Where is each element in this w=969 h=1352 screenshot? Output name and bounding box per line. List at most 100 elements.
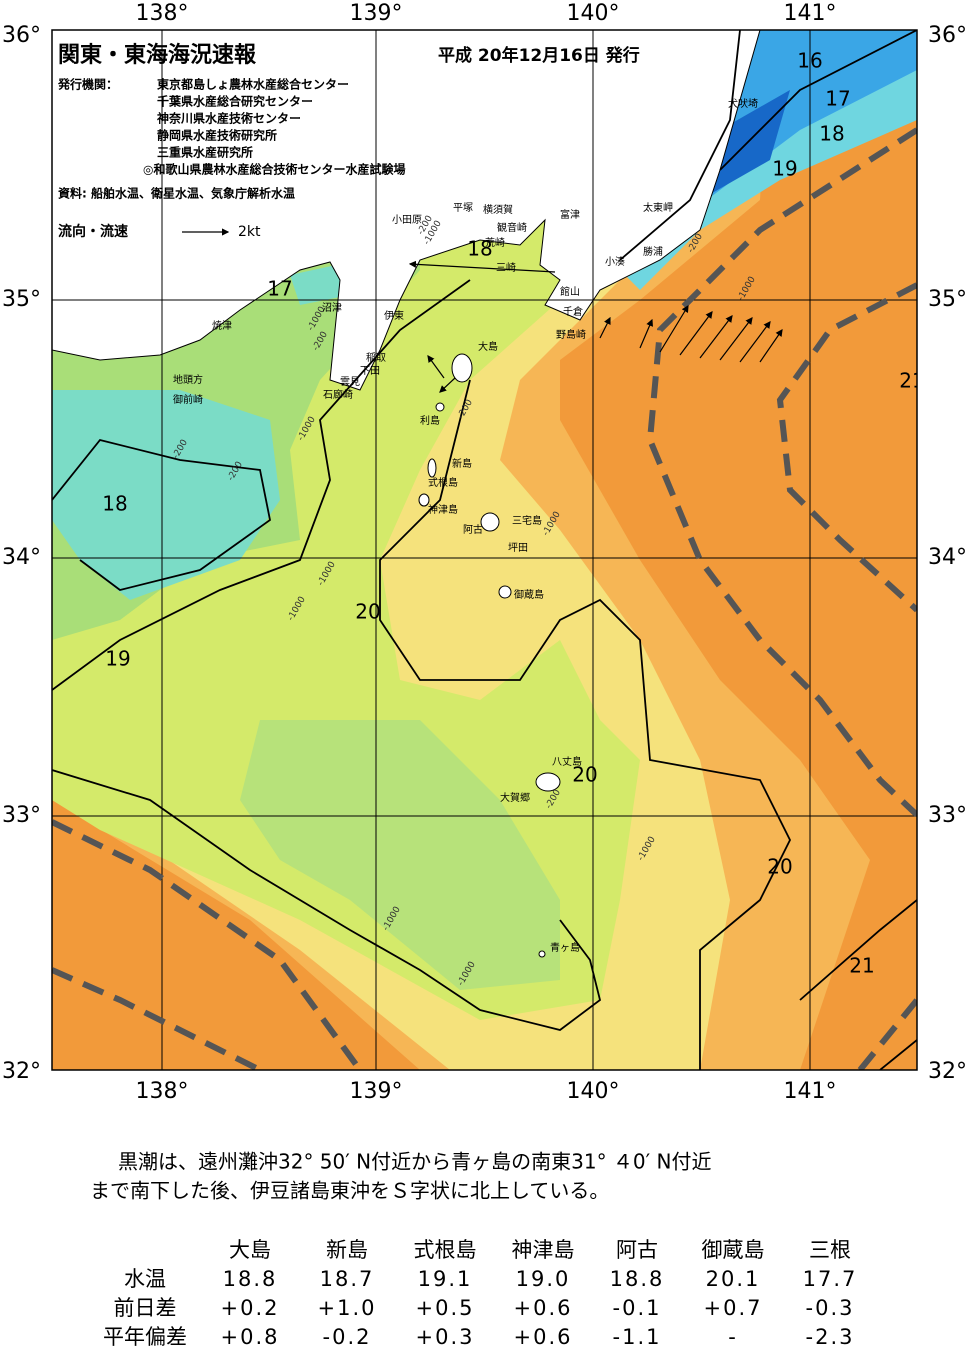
- place-name: 小湊: [605, 255, 625, 268]
- issuer: 神奈川県水産技術センター: [157, 111, 301, 126]
- place-name: 富津: [560, 208, 580, 221]
- lat-label: 34°: [928, 545, 967, 570]
- place-name: 犬吠埼: [728, 97, 758, 110]
- isotherm-label: 20: [355, 600, 380, 624]
- place-name: 大島: [478, 340, 498, 353]
- place-name: 沼津: [322, 301, 342, 314]
- isotherm-label: 20: [572, 763, 597, 787]
- lon-label: 140°: [567, 1, 620, 26]
- row-label: 水温: [124, 1267, 166, 1291]
- table-cell: +0.3: [416, 1325, 475, 1349]
- row-label: 前日差: [114, 1296, 177, 1320]
- summary-line: 黒潮は、遠州灘沖32° 50′ N付近から青ヶ島の南東31° ４0′ N付近: [118, 1150, 712, 1174]
- lon-label: 141°: [784, 1079, 837, 1104]
- sea-band: [290, 262, 350, 305]
- place-name: 石廊崎: [323, 388, 353, 401]
- summary-line: まで南下した後、伊豆諸島東沖をＳ字状に北上している。: [90, 1179, 609, 1203]
- current-arrows: [408, 260, 783, 393]
- place-name: 八丈島: [552, 755, 582, 768]
- sea-band: [240, 720, 560, 990]
- isotherm-label: 21: [849, 954, 874, 978]
- place-name: 利島: [420, 414, 440, 427]
- lat-label: 35°: [928, 287, 967, 312]
- table-cell: +0.6: [514, 1325, 573, 1349]
- isotherm-label: 18: [102, 492, 127, 516]
- isotherm-label: 19: [772, 157, 797, 181]
- table-cell: -0.2: [323, 1325, 372, 1349]
- table-cell: 18.8: [223, 1267, 278, 1291]
- issuer: 静岡県水産技術研究所: [157, 128, 277, 143]
- place-name: 観音崎: [497, 221, 527, 234]
- table-cell: -0.1: [613, 1296, 662, 1320]
- table-cell: 19.0: [516, 1267, 571, 1291]
- lat-label: 34°: [2, 545, 41, 570]
- issuer: 三重県水産研究所: [157, 145, 253, 160]
- table-header: 御蔵島: [702, 1238, 765, 1262]
- issue-date: 平成 20年12月16日 発行: [438, 45, 640, 66]
- table-cell: -1.1: [613, 1325, 662, 1349]
- legend-label: 流向・流速: [58, 223, 128, 240]
- place-name: 雲見: [340, 376, 360, 388]
- place-name: 三宅島: [512, 514, 542, 527]
- lat-label: 32°: [928, 1059, 967, 1084]
- isotherm-label: 20: [767, 855, 792, 879]
- table-cell: -2.3: [806, 1325, 855, 1349]
- place-name: 横須賀: [483, 203, 513, 216]
- place-name: 地頭方: [173, 373, 203, 386]
- table-header: 大島: [229, 1238, 271, 1262]
- lon-label: 138°: [136, 1, 189, 26]
- table-header: 神津島: [512, 1238, 575, 1262]
- isotherm-label: 18: [819, 122, 844, 146]
- table-cell: +0.6: [514, 1296, 573, 1320]
- place-name: 大賀郷: [500, 791, 530, 804]
- table-header: 式根島: [414, 1238, 477, 1262]
- lon-label: 141°: [784, 1, 837, 26]
- lon-label: 139°: [350, 1, 403, 26]
- place-name: 青ヶ島: [550, 941, 580, 954]
- place-name: 下田: [360, 366, 380, 377]
- place-name: 稲取: [366, 352, 386, 364]
- issuer: 千葉県水産総合研究センター: [157, 94, 313, 109]
- lat-label: 35°: [2, 287, 41, 312]
- row-label: 平年偏差: [103, 1325, 187, 1349]
- legend-scale: 2kt: [238, 224, 261, 240]
- table-cell: +1.0: [318, 1296, 377, 1320]
- place-name: 千倉: [563, 305, 583, 318]
- table-header: 三根: [809, 1238, 851, 1262]
- isotherm-label: 21: [899, 369, 924, 393]
- lon-label: 138°: [136, 1079, 189, 1104]
- place-name: 野島崎: [556, 328, 586, 341]
- isotherm-label: 19: [105, 647, 130, 671]
- islands: [418, 353, 561, 958]
- isotherm-label: 17: [267, 277, 292, 301]
- map-frame: [51, 29, 918, 1071]
- place-name: 小田原: [392, 214, 422, 226]
- isotherm-label: 18: [467, 237, 492, 261]
- table-cell: -0.3: [806, 1296, 855, 1320]
- place-name: 式根島: [428, 476, 458, 489]
- place-name: 御蔵島: [514, 588, 544, 601]
- place-name: 平塚: [453, 202, 473, 214]
- place-name: 阿古: [463, 523, 483, 536]
- place-name: 新島: [452, 457, 472, 470]
- kuroshio-axis: [52, 127, 917, 1070]
- table-cell: 17.7: [803, 1267, 858, 1291]
- title: 関東・東海海況速報: [58, 42, 257, 68]
- lat-label: 32°: [2, 1059, 41, 1084]
- isotherm-label: 17: [825, 87, 850, 111]
- place-name: 勝浦: [643, 245, 663, 258]
- table-cell: +0.2: [221, 1296, 280, 1320]
- table-cell: 19.1: [418, 1267, 473, 1291]
- isotherms: [52, 30, 917, 1070]
- isotherm-label: 16: [797, 49, 822, 73]
- table-cell: +0.8: [221, 1325, 280, 1349]
- place-name: 太東岬: [643, 201, 673, 214]
- table-cell: +0.7: [704, 1296, 763, 1320]
- place-name: 三崎: [496, 261, 516, 274]
- lat-label: 33°: [2, 803, 41, 828]
- place-name: 御前崎: [173, 393, 203, 406]
- graticule: [52, 30, 917, 1070]
